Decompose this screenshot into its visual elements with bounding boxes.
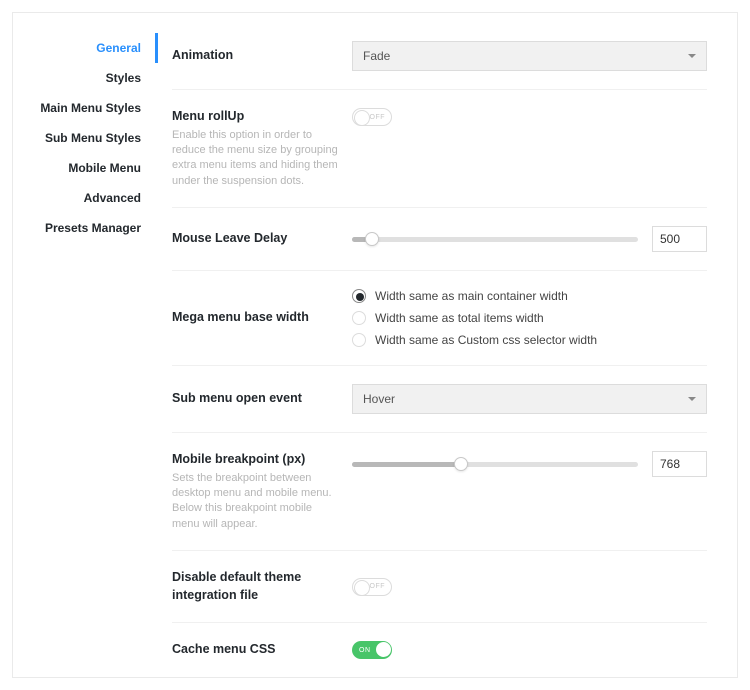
row-disable-theme: Disable default theme integration file O… [172, 551, 707, 623]
animation-select-value: Fade [363, 49, 390, 63]
chevron-down-icon [688, 397, 696, 401]
settings-content: Animation Fade Menu rollUp Enable this o… [158, 13, 737, 677]
sidebar-item-sub-menu-styles[interactable]: Sub Menu Styles [13, 123, 158, 153]
sidebar-item-main-menu-styles[interactable]: Main Menu Styles [13, 93, 158, 123]
mega-base-width-label: Mega menu base width [172, 309, 342, 327]
sub-open-event-value: Hover [363, 392, 395, 406]
menu-rollup-label: Menu rollUp [172, 108, 342, 126]
animation-select[interactable]: Fade [352, 41, 707, 71]
row-animation: Animation Fade [172, 23, 707, 90]
sub-open-event-select[interactable]: Hover [352, 384, 707, 414]
row-mega-base-width: Mega menu base width Width same as main … [172, 271, 707, 366]
menu-rollup-toggle[interactable]: OFF [352, 108, 392, 126]
settings-sidebar: GeneralStylesMain Menu StylesSub Menu St… [13, 13, 158, 677]
sub-open-event-label: Sub menu open event [172, 390, 302, 408]
sidebar-item-mobile-menu[interactable]: Mobile Menu [13, 153, 158, 183]
mobile-bp-input[interactable] [652, 451, 707, 477]
mobile-bp-label: Mobile breakpoint (px) [172, 451, 342, 469]
row-mobile-breakpoint: Mobile breakpoint (px) Sets the breakpoi… [172, 433, 707, 551]
mouse-leave-delay-slider[interactable] [352, 237, 638, 242]
mobile-bp-slider[interactable] [352, 462, 638, 467]
radio-dot-icon [352, 289, 366, 303]
menu-rollup-desc: Enable this option in order to reduce th… [172, 128, 342, 190]
settings-panel: GeneralStylesMain Menu StylesSub Menu St… [12, 12, 738, 678]
sidebar-item-presets-manager[interactable]: Presets Manager [13, 213, 158, 243]
mega-base-width-radio[interactable]: Width same as Custom css selector width [352, 333, 597, 347]
mega-base-width-radio[interactable]: Width same as main container width [352, 289, 597, 303]
radio-label: Width same as main container width [375, 289, 568, 303]
slider-thumb[interactable] [365, 232, 379, 246]
mobile-bp-desc: Sets the breakpoint between desktop menu… [172, 471, 342, 533]
mega-base-width-radio-group: Width same as main container width Width … [352, 289, 597, 347]
row-mouse-leave-delay: Mouse Leave Delay [172, 208, 707, 271]
mouse-leave-delay-input[interactable] [652, 226, 707, 252]
slider-thumb[interactable] [454, 457, 468, 471]
radio-label: Width same as Custom css selector width [375, 333, 597, 347]
disable-theme-toggle[interactable]: OFF [352, 578, 392, 596]
radio-label: Width same as total items width [375, 311, 544, 325]
mega-base-width-radio[interactable]: Width same as total items width [352, 311, 597, 325]
row-menu-rollup: Menu rollUp Enable this option in order … [172, 90, 707, 208]
radio-dot-icon [352, 311, 366, 325]
row-cache-css: Cache menu CSS ON [172, 623, 707, 677]
radio-dot-icon [352, 333, 366, 347]
disable-theme-label: Disable default theme integration file [172, 569, 342, 604]
row-sub-open-event: Sub menu open event Hover [172, 366, 707, 433]
animation-label: Animation [172, 47, 233, 65]
mouse-leave-delay-label: Mouse Leave Delay [172, 230, 287, 248]
sidebar-item-general[interactable]: General [13, 33, 158, 63]
chevron-down-icon [688, 54, 696, 58]
cache-css-label: Cache menu CSS [172, 641, 276, 659]
cache-css-toggle[interactable]: ON [352, 641, 392, 659]
sidebar-item-styles[interactable]: Styles [13, 63, 158, 93]
sidebar-item-advanced[interactable]: Advanced [13, 183, 158, 213]
